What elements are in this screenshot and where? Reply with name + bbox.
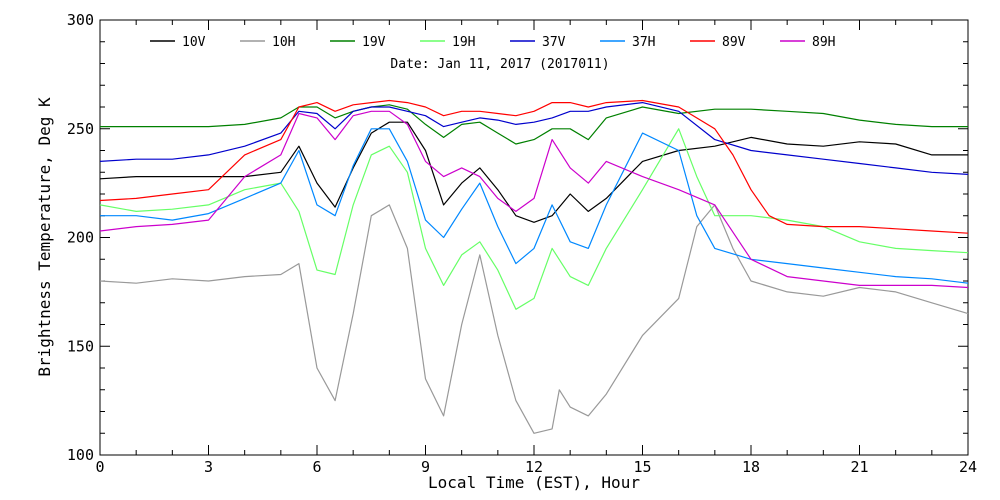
legend-label-37v: 37V [542, 35, 566, 50]
x-tick-label: 24 [959, 458, 977, 476]
series-line-89h [99, 110, 969, 289]
series-line-89v [99, 99, 969, 234]
legend-label-89h: 89H [812, 35, 835, 50]
chart-title: Date: Jan 11, 2017 (2017011) [390, 57, 609, 72]
x-tick-label: 3 [204, 458, 213, 476]
x-tick-label: 0 [95, 458, 104, 476]
x-tick-label: 21 [850, 458, 868, 476]
x-axis-title: Local Time (EST), Hour [428, 473, 640, 492]
series-line-37v [99, 101, 969, 175]
y-tick-label: 100 [67, 446, 94, 464]
y-tick-label: 150 [67, 337, 94, 355]
x-tick-label: 12 [525, 458, 543, 476]
plot-frame [99, 19, 969, 456]
legend-label-37h: 37H [632, 35, 655, 50]
series-line-19v [100, 104, 968, 145]
y-tick-label: 300 [67, 11, 94, 29]
y-tick-label: 250 [67, 120, 94, 138]
x-tick-label: 18 [742, 458, 760, 476]
x-tick-label: 9 [421, 458, 430, 476]
series-line-10h [99, 204, 969, 434]
legend-label-89v: 89V [722, 35, 746, 50]
y-axis-title: Brightness Temperature, Deg K [35, 97, 54, 377]
series-line-10v [99, 121, 968, 223]
legend-label-19h: 19H [452, 35, 475, 50]
series-line-19h [99, 128, 969, 310]
legend-label-10v: 10V [182, 35, 206, 50]
legend-label-10h: 10H [272, 35, 295, 50]
x-tick-label: 15 [633, 458, 651, 476]
legend-label-19v: 19V [362, 35, 386, 50]
y-tick-label: 200 [67, 229, 94, 247]
series-line-37h [100, 128, 969, 284]
x-tick-label: 6 [312, 458, 321, 476]
